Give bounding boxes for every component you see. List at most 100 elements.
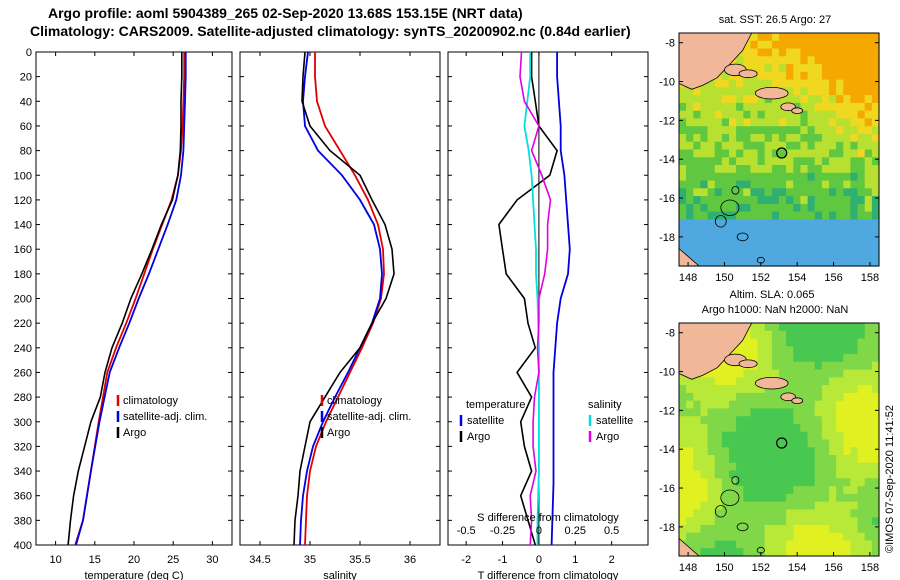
field-cell bbox=[714, 385, 723, 394]
field-cell bbox=[707, 392, 716, 402]
field-cell bbox=[757, 408, 766, 417]
field-cell bbox=[764, 424, 773, 433]
field-cell bbox=[793, 234, 801, 244]
field-cell bbox=[679, 416, 687, 425]
field-cell bbox=[864, 455, 873, 464]
field-cell bbox=[707, 400, 716, 410]
field-cell bbox=[850, 87, 859, 96]
field-cell bbox=[871, 102, 880, 112]
field-cell bbox=[743, 165, 751, 174]
field-cell bbox=[843, 227, 851, 236]
field-cell bbox=[721, 361, 730, 371]
field-cell bbox=[836, 102, 844, 112]
field-cell bbox=[771, 126, 780, 135]
field-cell bbox=[707, 493, 716, 503]
field-cell bbox=[779, 250, 787, 259]
field-cell bbox=[821, 180, 830, 189]
field-cell bbox=[800, 330, 809, 340]
field-cell bbox=[829, 149, 837, 158]
field-cell bbox=[864, 56, 873, 65]
field-cell bbox=[836, 95, 844, 104]
field-cell bbox=[764, 172, 773, 182]
field-cell bbox=[743, 172, 751, 182]
field-cell bbox=[871, 532, 880, 542]
field-cell bbox=[836, 447, 844, 456]
field-cell bbox=[771, 385, 780, 394]
field-cell bbox=[807, 524, 816, 534]
field-cell bbox=[807, 361, 816, 371]
field-cell bbox=[836, 540, 844, 549]
field-cell bbox=[807, 493, 816, 503]
field-cell bbox=[743, 470, 751, 479]
field-cell bbox=[714, 400, 723, 410]
field-cell bbox=[793, 462, 801, 472]
field-cell bbox=[857, 134, 866, 143]
field-cell bbox=[714, 180, 723, 189]
field-cell bbox=[807, 400, 816, 410]
field-cell bbox=[764, 323, 773, 332]
x-axis-label: T difference from climatology bbox=[478, 570, 619, 580]
field-cell bbox=[786, 416, 794, 425]
field-cell bbox=[743, 203, 751, 213]
field-cell bbox=[807, 126, 816, 135]
top-x-axis-label: S difference from climatology bbox=[477, 512, 619, 524]
field-cell bbox=[786, 400, 794, 410]
field-cell bbox=[836, 517, 844, 526]
field-cell bbox=[864, 408, 873, 417]
y-tick-label: 0 bbox=[26, 47, 32, 59]
field-cell bbox=[814, 392, 823, 402]
field-cell bbox=[736, 548, 744, 557]
field-cell bbox=[850, 486, 859, 495]
field-cell bbox=[807, 338, 816, 347]
field-cell bbox=[786, 56, 794, 65]
field-cell bbox=[871, 486, 880, 495]
field-cell bbox=[807, 157, 816, 166]
field-cell bbox=[850, 102, 859, 112]
field-cell bbox=[721, 79, 730, 88]
field-cell bbox=[686, 203, 694, 213]
field-cell bbox=[843, 338, 851, 347]
field-cell bbox=[850, 517, 859, 526]
field-cell bbox=[707, 110, 716, 120]
field-cell bbox=[779, 354, 787, 363]
field-cell bbox=[743, 439, 751, 448]
field-cell bbox=[736, 95, 744, 104]
field-cell bbox=[843, 134, 851, 143]
field-cell bbox=[729, 400, 737, 410]
field-cell bbox=[729, 509, 737, 518]
field-cell bbox=[686, 172, 694, 182]
field-cell bbox=[871, 40, 880, 50]
field-cell bbox=[814, 95, 823, 104]
field-cell bbox=[750, 501, 759, 510]
field-cell bbox=[814, 180, 823, 189]
field-cell bbox=[764, 517, 773, 526]
field-cell bbox=[750, 172, 759, 182]
field-cell bbox=[779, 455, 787, 464]
y-tick-label: 180 bbox=[14, 269, 32, 281]
field-cell bbox=[743, 87, 751, 96]
field-cell bbox=[786, 540, 794, 549]
field-cell bbox=[807, 242, 816, 252]
x-tick-label: 156 bbox=[824, 562, 842, 574]
field-cell bbox=[843, 509, 851, 518]
field-cell bbox=[793, 346, 801, 355]
field-cell bbox=[793, 110, 801, 120]
field-cell bbox=[693, 540, 701, 549]
field-cell bbox=[793, 361, 801, 371]
field-cell bbox=[850, 369, 859, 378]
field-cell bbox=[679, 486, 687, 495]
field-cell bbox=[836, 134, 844, 143]
field-cell bbox=[864, 188, 873, 197]
field-cell bbox=[750, 102, 759, 112]
field-cell bbox=[871, 180, 880, 189]
field-cell bbox=[714, 439, 723, 448]
field-cell bbox=[857, 377, 866, 386]
field-cell bbox=[786, 486, 794, 495]
field-cell bbox=[829, 354, 837, 363]
field-cell bbox=[857, 234, 866, 244]
field-cell bbox=[800, 157, 809, 166]
field-cell bbox=[736, 501, 744, 510]
field-cell bbox=[721, 227, 730, 236]
field-cell bbox=[807, 439, 816, 448]
field-cell bbox=[786, 180, 794, 189]
